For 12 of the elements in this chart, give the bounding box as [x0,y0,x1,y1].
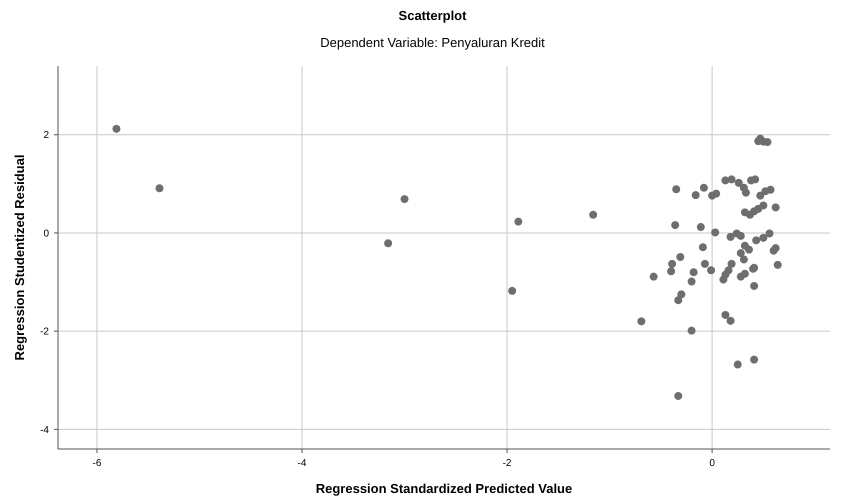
y-tick-label: -4 [40,424,50,436]
y-tick-label: 2 [43,130,50,142]
x-tick-label: -6 [92,458,102,469]
chart-title: Scatterplot [398,8,468,23]
x-tick-label: -2 [502,458,512,469]
chart-subtitle: Dependent Variable: Penyaluran Kredit [320,35,546,50]
y-tick-label: -2 [40,326,50,338]
y-tick-label: 0 [43,228,50,240]
x-tick-label: -4 [298,458,307,469]
x-tick-label: 0 [709,458,716,469]
y-axis-title: Regression Studentized Residual [12,154,27,360]
x-axis-title: Regression Standardized Predicted Value [316,481,572,496]
